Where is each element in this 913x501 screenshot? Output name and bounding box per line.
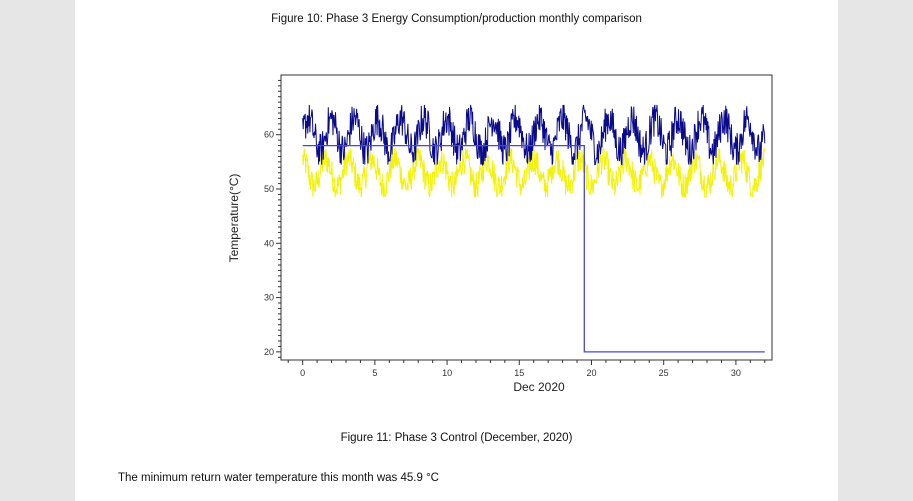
y-tick-label: 50 xyxy=(264,184,274,194)
x-tick-label: 0 xyxy=(300,368,305,378)
y-tick-label: 20 xyxy=(264,347,274,357)
y-tick-label: 60 xyxy=(264,130,274,140)
supply-temperature-yellow-line xyxy=(302,147,766,199)
x-tick-label: 5 xyxy=(372,368,377,378)
x-tick-label: 10 xyxy=(442,368,452,378)
y-tick-label: 30 xyxy=(264,293,274,303)
x-tick-label: 20 xyxy=(586,368,596,378)
x-tick-label: 15 xyxy=(514,368,524,378)
document-page: Figure 10: Phase 3 Energy Consumption/pr… xyxy=(75,0,838,501)
figure-11-caption: Figure 11: Phase 3 Control (December, 20… xyxy=(340,432,573,444)
plot-frame xyxy=(280,74,773,361)
return-temperature-navy-line xyxy=(302,104,766,167)
y-axis-label: Temperature(°C) xyxy=(227,174,241,263)
x-axis-label: Dec 2020 xyxy=(513,380,565,394)
y-tick-label: 40 xyxy=(264,238,274,248)
axes-layer: 0 5 10 15 20 25 30 20 30 40 50 60 xyxy=(264,79,766,378)
temperature-chart: 0 5 10 15 20 25 30 20 30 40 50 60 Dec 2020 Temperat… xyxy=(227,74,773,394)
x-tick-label: 30 xyxy=(731,368,741,378)
body-paragraph: The minimum return water temperature thi… xyxy=(118,472,439,484)
figure-10-caption: Figure 10: Phase 3 Energy Consumption/pr… xyxy=(271,13,642,25)
setpoint-step-line xyxy=(302,144,765,353)
x-tick-label: 25 xyxy=(659,368,669,378)
series-layer xyxy=(302,104,766,353)
